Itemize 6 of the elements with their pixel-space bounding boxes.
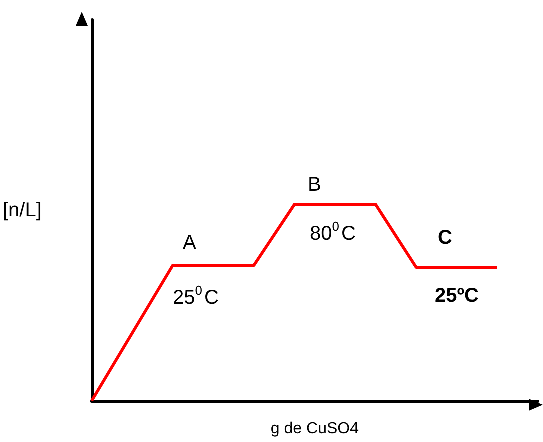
annotation: C xyxy=(438,227,452,249)
annotation: A xyxy=(183,232,197,254)
y-axis-title: [n/L] xyxy=(2,200,42,222)
x-axis-title: g de CuSO4 xyxy=(270,420,360,438)
text: B xyxy=(308,174,322,196)
annotation: 25ºC xyxy=(435,285,479,307)
